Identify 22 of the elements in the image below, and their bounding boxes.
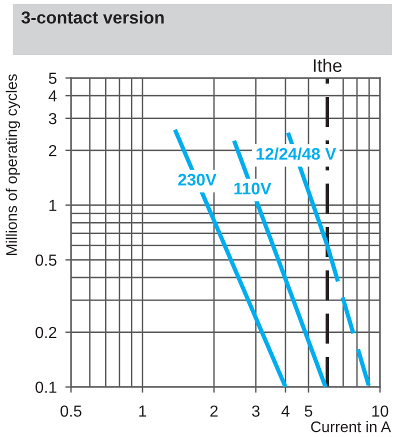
chart-title: 3-contact version xyxy=(21,10,164,24)
y-tick-label: 2 xyxy=(49,145,56,156)
y-axis-title: Millions of operating cycles xyxy=(6,74,20,256)
x-tick-label: 5 xyxy=(304,406,312,417)
series-label: 230V xyxy=(178,174,216,186)
y-tick-label: 5 xyxy=(48,72,56,84)
y-tick-label: 0.1 xyxy=(36,382,56,393)
ref-line-label: Ithe xyxy=(314,58,342,72)
series-label: 12/24/48 V xyxy=(256,148,336,160)
y-tick-label: 0.5 xyxy=(36,254,56,266)
y-tick-label: 4 xyxy=(48,90,57,102)
x-axis-title: Current in A xyxy=(311,421,391,432)
x-tick-label: 4 xyxy=(281,406,290,417)
series-label: 110V xyxy=(234,182,272,194)
y-tick-label: 3 xyxy=(48,112,56,124)
x-tick-label: 1 xyxy=(139,406,146,417)
y-tick-label: 1 xyxy=(49,200,56,211)
y-tick-label: 0.2 xyxy=(36,326,56,338)
x-tick-label: 0.5 xyxy=(60,405,82,417)
x-tick-label: 10 xyxy=(372,405,388,417)
x-tick-label: 3 xyxy=(252,405,260,417)
x-tick-label: 2 xyxy=(210,405,218,417)
